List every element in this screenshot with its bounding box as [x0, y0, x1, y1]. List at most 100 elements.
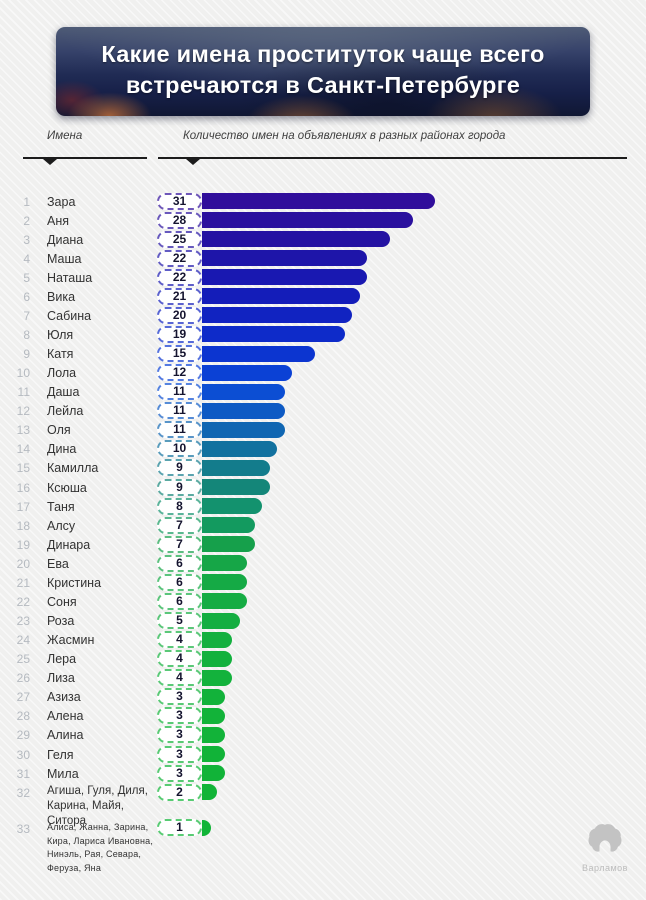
chart-row: 23 Роза 5: [0, 612, 646, 631]
rank-number: 23: [16, 614, 30, 629]
value-bar: [202, 765, 225, 782]
name-label: Алина: [47, 728, 84, 743]
rank-number: 19: [16, 537, 30, 552]
name-label: Жасмин: [47, 633, 95, 648]
value-bar: [202, 669, 233, 686]
name-label: Оля: [47, 423, 71, 438]
name-label: Таня: [47, 499, 75, 514]
name-label: Агиша, Гуля, Диля, Карина, Майя, Ситора: [47, 784, 148, 827]
name-label: Геля: [47, 747, 74, 762]
value-pill: 9: [157, 478, 202, 496]
value-pill: 7: [157, 516, 202, 534]
value-bar: [202, 650, 233, 667]
rank-number: 5: [23, 270, 30, 285]
rank-number: 25: [16, 652, 30, 667]
value-bar: [202, 326, 345, 343]
value-pill: 19: [157, 325, 202, 343]
names-axis-line: [23, 157, 147, 165]
chart-row: 22 Соня 6: [0, 592, 646, 612]
name-label: Алиса, Жанна, Зарина, Кира, Лариса Ивано…: [47, 822, 154, 873]
value-bar: [202, 250, 368, 267]
value-pill: 22: [157, 268, 202, 286]
rank-number: 4: [23, 251, 30, 266]
value-bar: [202, 555, 248, 572]
rank-number: 10: [16, 366, 30, 381]
rank-number: 30: [16, 747, 30, 762]
chart-row: 11 Даша 11: [0, 383, 646, 402]
name-label: Роза: [47, 614, 75, 629]
chart-row: 9 Катя 15: [0, 345, 646, 364]
name-label: Дина: [47, 442, 77, 457]
value-bar: [202, 288, 360, 305]
chart-row: 19 Динара 7: [0, 535, 646, 555]
rank-number: 14: [16, 442, 30, 457]
value-bar: [202, 819, 211, 836]
chart-row: 24 Жасмин 4: [0, 631, 646, 650]
name-label: Лейла: [47, 404, 84, 419]
rank-number: 29: [16, 728, 30, 743]
value-pill: 11: [157, 402, 202, 420]
chart-row: 28 Алена 3: [0, 707, 646, 726]
rank-number: 26: [16, 671, 30, 686]
value-pill: 7: [157, 535, 202, 553]
value-pill: 3: [157, 745, 202, 763]
name-label: Даша: [47, 385, 80, 400]
chart-row: 1 Зара 31: [0, 192, 646, 212]
names-column-label: Имена: [47, 130, 83, 142]
value-bar: [202, 688, 225, 705]
chart-row: 10 Лола 12: [0, 364, 646, 383]
footer-logo-block: Варламов: [576, 823, 634, 873]
varlamov-logo-icon: [588, 824, 622, 852]
chart-row: 31 Мила 3: [0, 764, 646, 784]
rank-number: 22: [16, 594, 30, 609]
name-label: Сабина: [47, 308, 92, 323]
chart-row: 20 Ева 6: [0, 554, 646, 574]
rank-number: 12: [16, 404, 30, 419]
name-label: Динара: [47, 537, 91, 552]
value-pill: 3: [157, 726, 202, 744]
chart-row: 14 Дина 10: [0, 440, 646, 459]
chart-row: 30 Геля 3: [0, 745, 646, 765]
name-label: Мила: [47, 766, 79, 781]
value-bar: [202, 364, 293, 381]
rank-number: 21: [16, 575, 30, 590]
chart-row: 12 Лейла 11: [0, 402, 646, 421]
rank-number: 2: [23, 213, 30, 228]
name-label: Маша: [47, 251, 82, 266]
arrow-down-icon: [186, 159, 200, 165]
counts-column-label: Количество имен на объявлениях в разных …: [183, 130, 506, 142]
name-label: Кристина: [47, 575, 102, 590]
chart-row: 25 Лера 4: [0, 650, 646, 669]
name-label: Соня: [47, 594, 77, 609]
value-bar: [202, 784, 218, 801]
value-pill: 5: [157, 612, 202, 630]
value-bar: [202, 402, 285, 419]
value-pill: 3: [157, 688, 202, 706]
rank-number: 33: [16, 822, 30, 836]
value-pill: 1: [157, 819, 202, 836]
chart-row: 8 Юля 19: [0, 325, 646, 345]
value-bar: [202, 421, 285, 438]
value-bar: [202, 307, 353, 324]
value-bar: [202, 517, 255, 534]
value-bar: [202, 193, 436, 209]
value-pill: 25: [157, 230, 202, 248]
value-pill: 11: [157, 383, 202, 401]
value-bar: [202, 631, 233, 648]
rank-number: 11: [17, 385, 30, 400]
counts-axis-line: [158, 157, 627, 165]
chart-row: 3 Диана 25: [0, 230, 646, 250]
chart-row: 33 Алиса, Жанна, Зарина, Кира, Лариса Ив…: [0, 819, 646, 873]
value-pill: 28: [157, 211, 202, 229]
chart-row: 27 Азиза 3: [0, 688, 646, 707]
chart-row: 15 Камилла 9: [0, 459, 646, 478]
value-pill: 10: [157, 440, 202, 458]
header-banner: Какие имена проституток чаще всего встре…: [56, 27, 590, 116]
chart-row: 16 Ксюша 9: [0, 478, 646, 498]
name-label: Камилла: [47, 461, 99, 476]
brand-name: Варламов: [582, 863, 628, 873]
chart-row: 13 Оля 11: [0, 421, 646, 440]
chart-row: 4 Маша 22: [0, 249, 646, 269]
name-label: Юля: [47, 327, 74, 342]
